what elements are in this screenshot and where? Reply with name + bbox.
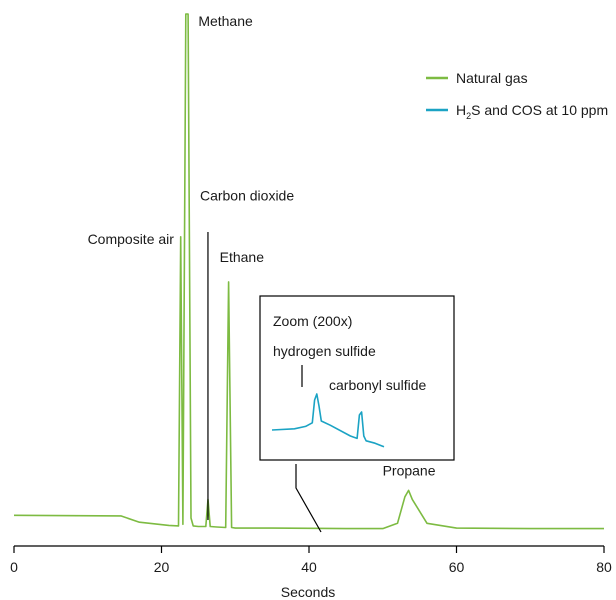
x-tick-label: 40 xyxy=(301,559,317,575)
x-tick-label: 60 xyxy=(449,559,465,575)
x-axis-label: Seconds xyxy=(281,584,335,600)
peak-labels: Methane Composite air Carbon dioxide Ethane… xyxy=(88,13,436,520)
inset-peak-label: carbonyl sulfide xyxy=(329,377,426,393)
legend-label: Natural gas xyxy=(456,70,528,86)
peak-label: Ethane xyxy=(220,249,265,265)
peak-label: Propane xyxy=(383,462,436,478)
peak-label: Methane xyxy=(198,13,253,29)
x-tick-label: 20 xyxy=(154,559,170,575)
peak-label: Carbon dioxide xyxy=(200,187,294,203)
series-line-natural-gas xyxy=(13,13,604,530)
inset-title: Zoom (200x) xyxy=(273,313,352,329)
x-tick-label: 0 xyxy=(10,559,18,575)
x-tick-label: 80 xyxy=(596,559,612,575)
legend: Natural gas H2S and COS at 10 ppm xyxy=(426,70,608,121)
plot-series xyxy=(13,13,604,530)
zoom-inset: Zoom (200x) hydrogen sulfide carbonyl sulf… xyxy=(259,295,455,533)
x-axis: 0 20 40 60 80 xyxy=(10,545,612,575)
inset-connector xyxy=(295,464,322,533)
series-line-h2s-cos xyxy=(271,393,385,448)
legend-label: H2S and COS at 10 ppm xyxy=(456,102,608,121)
inset-peak-label: hydrogen sulfide xyxy=(273,343,376,359)
peak-label: Composite air xyxy=(88,231,175,247)
